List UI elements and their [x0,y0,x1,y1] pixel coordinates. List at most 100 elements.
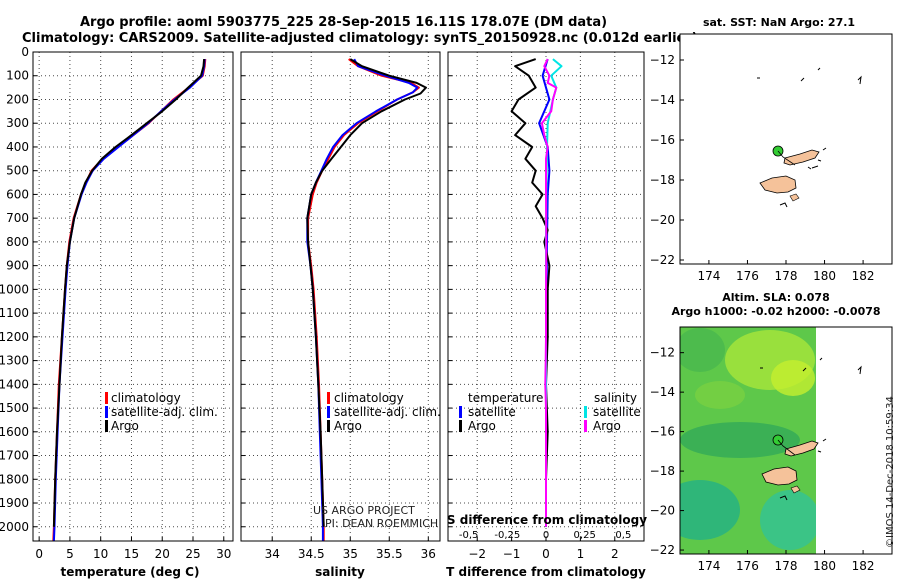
sst-map-background [680,34,892,264]
sla-map-title-line2: Argo h1000: -0.02 h2000: -0.0078 [671,305,880,318]
salinity-panel: 34 34.5 35 35.5 36 climatology satellite-adj… [240,51,441,579]
s-argo-line [540,58,558,527]
legend-t-satellite-label: satellite [468,405,516,419]
salinity-legend: climatology satellite-adj. clim. Argo [327,391,441,433]
depth-tick-label: 0 [21,45,29,59]
legend-s-satellite-swatch [584,406,587,418]
difference-panel: −2 −1 0 1 2 temperature satellite Argo salin… [446,51,647,579]
depth-tick-label: 1200 [0,330,29,344]
sla-field-low-mid [680,422,800,458]
t-argo-line [510,58,551,527]
legend-argo-label: Argo [334,419,362,433]
x-tick-label: 35.5 [376,547,403,561]
viti-levu-island [759,175,797,194]
legend-satellite-swatch [105,406,108,418]
map-y-tick-label: −18 [650,173,675,187]
x-tick-label: 34.5 [298,547,325,561]
legend-satellite-label: satellite-adj. clim. [334,405,441,419]
satellite-adj-clim-line [52,59,206,541]
sla-no-data-area [816,327,892,554]
climatology-line [52,59,207,541]
argo-line [306,58,427,527]
depth-tick-label: 200 [6,92,29,106]
small-islands [757,67,862,208]
x-tick-label: 30 [216,547,231,561]
map-x-tick-label: 182 [852,269,875,283]
map-x-tick-label: 178 [775,559,798,573]
depth-tick-label: 700 [6,211,29,225]
map-y-tick-label: −22 [650,253,675,267]
climatology-line [307,58,420,541]
difference-legend: temperature satellite Argo salinity sate… [459,391,641,433]
depth-tick-label: 500 [6,164,29,178]
x-tick-label: 1 [577,547,585,561]
map-y-tick-label: −18 [650,464,675,478]
map-x-tick-label: 174 [697,559,720,573]
map-y-tick-label: −12 [650,53,675,67]
small-islands [760,357,862,501]
legend-argo-swatch [105,420,108,432]
figure-title-line2: Climatology: CARS2009. Satellite-adjuste… [22,31,698,46]
x-tick-label: −1 [503,547,521,561]
vanua-levu-island [783,149,820,166]
s-difference-axis-label: S difference from climatology [447,513,647,527]
temperature-ticks: 0 5 10 15 20 25 300100200300400500600700800900… [0,45,231,561]
depth-tick-label: 400 [6,140,29,154]
legend-temperature-heading: temperature [468,391,543,405]
legend-climatology-swatch [327,392,330,404]
footer-timestamp: ©IMOS 14-Dec-2018 10:59:34 [885,396,896,548]
difference-ticks: −2 −1 0 1 2 [448,51,619,561]
x-tick-label: 5 [66,547,74,561]
sla-field-low-nw [680,328,725,372]
legend-climatology-label: climatology [111,391,181,405]
sla-map-islands [760,357,862,501]
x-tick-label: 0 [35,547,43,561]
map-y-tick-label: −20 [650,504,675,518]
map-y-tick-label: −20 [650,213,675,227]
sla-field-low-se [760,490,820,550]
map-y-tick-label: −16 [650,425,675,439]
vanua-levu-island [784,440,819,457]
argo-line [52,59,206,527]
sla-map-panel: Altim. SLA: 0.078 Argo h1000: -0.02 h200… [650,291,893,573]
s-difference-tick-label: 0,25 [574,530,596,541]
salinity-series [306,58,427,541]
viti-levu-island [761,466,798,486]
sla-field-peak [771,360,815,396]
kadavu-island [790,485,801,494]
legend-s-satellite-label: satellite [593,405,641,419]
legend-t-satellite-swatch [459,406,462,418]
sla-map-title-line1: Altim. SLA: 0.078 [722,291,829,304]
depth-tick-label: 1500 [0,401,29,415]
x-tick-label: 34 [265,547,280,561]
legend-s-argo-label: Argo [593,419,621,433]
temperature-panel: 0 5 10 15 20 25 300100200300400500600700800900… [0,45,234,579]
sla-map-field [680,327,892,554]
x-tick-label: 2 [611,547,619,561]
s-difference-ticks: -0,5 -0,25 0 0,25 0,5 [459,530,631,541]
depth-tick-label: 2000 [0,520,29,534]
depth-tick-label: 1000 [0,282,29,296]
legend-t-argo-label: Argo [468,419,496,433]
temperature-frame [32,51,234,542]
x-tick-label: 15 [124,547,139,561]
map-x-tick-label: 180 [813,559,836,573]
sst-float-track [777,150,796,166]
figure-title-line1: Argo profile: aoml 5903775_225 28-Sep-20… [80,15,607,30]
difference-gridlines [448,51,644,541]
temperature-series [52,59,207,541]
credits-line2: PI: DEAN ROEMMICH [325,517,438,530]
map-x-tick-label: 178 [775,269,798,283]
map-x-tick-label: 176 [736,559,759,573]
depth-tick-label: 900 [6,259,29,273]
depth-tick-label: 300 [6,116,29,130]
sla-map-ticks: 174 176 178 180 182 −12 −14 −16 −18 −20 −22 [650,346,875,573]
depth-tick-label: 1100 [0,306,29,320]
depth-tick-label: 1600 [0,425,29,439]
legend-t-argo-swatch [459,420,462,432]
legend-argo-swatch [327,420,330,432]
satellite-adj-clim-line [306,58,419,541]
legend-salinity-heading: salinity [594,391,637,405]
sla-float-track [777,439,796,456]
